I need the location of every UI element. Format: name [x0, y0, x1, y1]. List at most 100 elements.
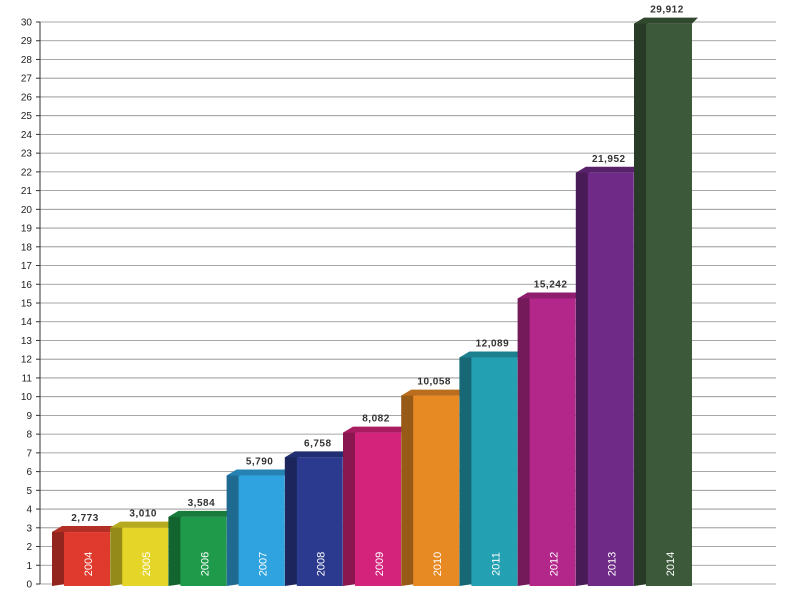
data-label: 3,010 — [129, 509, 157, 520]
y-tick-label: 8 — [26, 430, 32, 441]
y-tick-label: 24 — [21, 130, 33, 141]
y-tick-label: 2 — [26, 542, 32, 553]
y-tick-label: 25 — [21, 111, 33, 122]
category-label: 2006 — [199, 552, 211, 576]
bar-group: 3,010 2005 — [110, 509, 175, 586]
bar-group: 5,790 2007 — [226, 457, 291, 586]
y-tick-label: 3 — [26, 523, 32, 534]
bar-top — [401, 389, 466, 396]
y-tick-label: 6 — [26, 467, 32, 478]
bar-side — [459, 351, 474, 586]
y-tick-label: 23 — [21, 149, 33, 160]
bar-top — [343, 426, 407, 433]
bar-side — [634, 17, 648, 586]
y-tick-label: 17 — [21, 261, 33, 272]
bar-side — [343, 426, 357, 586]
bar-top — [226, 469, 291, 476]
y-tick-label: 18 — [21, 242, 33, 253]
y-tick-label: 16 — [21, 280, 33, 291]
data-label: 12,089 — [476, 339, 510, 350]
data-label: 15,242 — [534, 279, 568, 290]
bar — [296, 457, 343, 586]
data-label: 29,912 — [650, 5, 684, 16]
bar — [64, 532, 110, 586]
y-tick-label: 12 — [21, 355, 33, 366]
bar-side — [401, 389, 416, 586]
y-tick-label: 29 — [21, 36, 33, 47]
bar-group: 15,242 2012 — [517, 279, 582, 586]
y-tick-label: 30 — [21, 18, 33, 29]
data-label: 10,058 — [417, 377, 451, 388]
bar-side — [284, 451, 299, 586]
bars: 2,773 2004 3,010 2005 3,584 2006 5,790 2007 6,75… — [52, 5, 698, 586]
y-tick-label: 28 — [21, 55, 33, 66]
y-tick-label: 4 — [26, 505, 32, 516]
data-label: 3,584 — [188, 498, 216, 509]
y-tick-label: 13 — [21, 336, 33, 347]
y-tick-label: 10 — [21, 392, 33, 403]
y-tick-label: 15 — [21, 299, 33, 310]
bar-top — [634, 17, 698, 24]
y-tick-label: 27 — [21, 74, 33, 85]
bar-side — [517, 292, 532, 586]
y-tick-label: 14 — [21, 317, 33, 328]
data-label: 8,082 — [362, 414, 390, 425]
bar-group: 10,058 2010 — [401, 377, 466, 586]
data-label: 6,758 — [304, 438, 332, 449]
bar-group: 12,089 2011 — [459, 339, 524, 586]
bar — [529, 298, 576, 586]
bar-group: 6,758 2008 — [284, 438, 349, 586]
data-label: 21,952 — [592, 154, 626, 165]
category-label: 2011 — [490, 552, 502, 576]
category-label: 2013 — [607, 552, 619, 576]
bar-side — [575, 166, 590, 586]
bar-top — [459, 351, 524, 358]
category-label: 2007 — [258, 552, 270, 576]
y-tick-label: 11 — [22, 373, 33, 384]
bar-top — [284, 451, 349, 458]
bar — [122, 527, 169, 586]
bar-top — [110, 521, 175, 528]
bar-top — [168, 510, 233, 517]
bar — [471, 357, 518, 586]
data-label: 5,790 — [246, 457, 274, 468]
bar-group: 21,952 2013 — [575, 154, 640, 586]
category-label: 2004 — [83, 552, 95, 576]
y-tick-label: 19 — [21, 224, 33, 235]
bar — [355, 432, 401, 586]
y-tick-label: 26 — [21, 92, 33, 103]
y-tick-label: 21 — [21, 186, 33, 197]
y-tick-label: 20 — [21, 205, 33, 216]
y-tick-label: 5 — [26, 486, 32, 497]
bar — [587, 172, 634, 586]
bar-top — [517, 292, 582, 299]
y-tick-label: 22 — [21, 167, 33, 178]
y-tick-label: 0 — [26, 580, 32, 591]
y-axis: 0123456789101112131415161718192021222324… — [21, 18, 41, 591]
category-label: 2014 — [665, 552, 677, 576]
bar-group: 8,082 2009 — [343, 414, 407, 586]
bar-top — [52, 526, 116, 533]
bar — [646, 23, 692, 586]
bar-side — [226, 469, 241, 586]
y-tick-label: 1 — [26, 561, 32, 572]
bar-top — [575, 166, 640, 173]
bar-group: 2,773 2004 — [52, 513, 116, 586]
bar — [238, 475, 285, 586]
bar-group: 3,584 2006 — [168, 498, 233, 586]
bar-side — [110, 521, 125, 586]
bar — [413, 395, 460, 586]
data-label: 2,773 — [71, 513, 99, 524]
y-tick-label: 9 — [26, 411, 32, 422]
category-label: 2009 — [374, 552, 386, 576]
bar-side — [168, 510, 183, 586]
y-tick-label: 7 — [26, 448, 32, 459]
bar-side — [52, 526, 66, 586]
bar-group: 29,912 2014 — [634, 5, 698, 586]
category-label: 2008 — [316, 552, 328, 576]
category-label: 2005 — [141, 552, 153, 576]
bar — [180, 516, 227, 586]
category-label: 2010 — [432, 552, 444, 576]
category-label: 2012 — [549, 552, 561, 576]
